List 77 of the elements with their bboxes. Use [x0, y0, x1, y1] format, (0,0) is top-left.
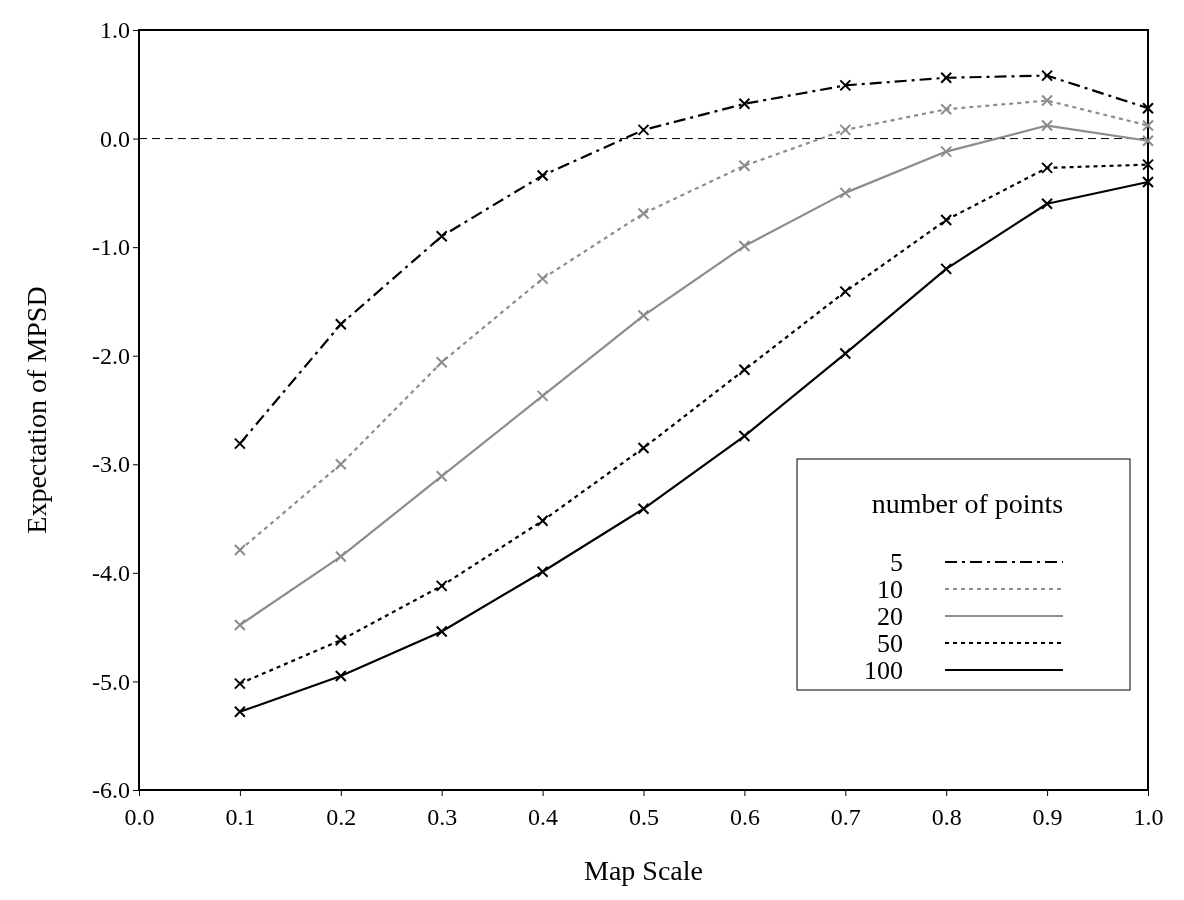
- point: [839, 79, 852, 92]
- x-tick-label: 0.3: [427, 804, 458, 831]
- point: [940, 214, 953, 226]
- x-tick-label: 0.2: [326, 804, 357, 831]
- point: [536, 565, 549, 578]
- y-tick-label: -6.0: [92, 777, 130, 804]
- y-tick-label: -1.0: [92, 234, 130, 261]
- point: [1142, 102, 1154, 115]
- point: [940, 71, 953, 84]
- point: [334, 550, 347, 563]
- x-tick-label: 0.9: [1032, 804, 1063, 831]
- point: [738, 159, 751, 172]
- y-tick-label: -5.0: [92, 668, 130, 695]
- point: [738, 240, 751, 253]
- point: [435, 230, 448, 243]
- point: [1041, 119, 1054, 132]
- y-axis-title: Expectation of MPSD: [21, 286, 52, 534]
- point: [334, 670, 347, 682]
- point: [1142, 119, 1154, 132]
- point: [637, 502, 650, 515]
- point: [233, 618, 246, 631]
- point: [435, 470, 448, 483]
- y-tick-label: -2.0: [92, 342, 130, 369]
- point: [940, 103, 953, 116]
- point: [334, 318, 347, 331]
- point: [839, 186, 852, 199]
- y-tick-label: 0.0: [100, 125, 130, 152]
- legend-label: 10: [877, 575, 903, 604]
- point: [839, 347, 852, 360]
- point: [940, 262, 953, 275]
- point: [839, 285, 852, 298]
- point: [637, 123, 650, 136]
- legend-label: 100: [864, 656, 903, 685]
- point: [738, 363, 751, 376]
- point: [536, 272, 549, 285]
- point: [1142, 176, 1154, 188]
- point: [637, 442, 650, 454]
- x-tick-label: 0.4: [528, 804, 559, 831]
- point: [1142, 134, 1154, 147]
- y-tick-label: -4.0: [92, 560, 130, 587]
- point: [738, 430, 751, 443]
- point: [536, 169, 549, 182]
- point: [1041, 161, 1054, 174]
- point: [738, 97, 751, 110]
- point: [435, 356, 448, 369]
- x-tick-label: 0.6: [729, 804, 760, 831]
- x-tick-label: 0.7: [830, 804, 861, 831]
- point: [637, 309, 650, 322]
- legend-label: 20: [877, 602, 903, 631]
- x-axis-title: Map Scale: [584, 855, 703, 886]
- y-tick-label: -3.0: [92, 451, 130, 478]
- legend-label: 5: [890, 548, 903, 577]
- x-tick-label: 0.5: [629, 804, 659, 831]
- point: [334, 634, 347, 647]
- x-tick-label: 0.1: [225, 804, 256, 831]
- point: [637, 207, 650, 220]
- legend-label: 50: [877, 629, 903, 658]
- point: [233, 677, 246, 690]
- point: [435, 625, 448, 638]
- x-tick-label: 0.0: [124, 804, 155, 831]
- point: [1142, 158, 1154, 171]
- point: [435, 579, 448, 592]
- point: [839, 123, 852, 136]
- point: [233, 705, 246, 718]
- y-tick-label: 1.0: [100, 17, 130, 44]
- point: [233, 544, 246, 557]
- point: [536, 514, 549, 527]
- point: [334, 458, 347, 471]
- point: [1041, 69, 1054, 82]
- point: [536, 389, 549, 402]
- point: [940, 145, 953, 158]
- legend-title: number of points: [871, 488, 1064, 519]
- x-tick-label: 1.0: [1133, 804, 1164, 831]
- point: [1041, 197, 1054, 210]
- x-tick-label: 0.8: [931, 804, 962, 831]
- point: [1041, 94, 1054, 107]
- point: [233, 437, 246, 450]
